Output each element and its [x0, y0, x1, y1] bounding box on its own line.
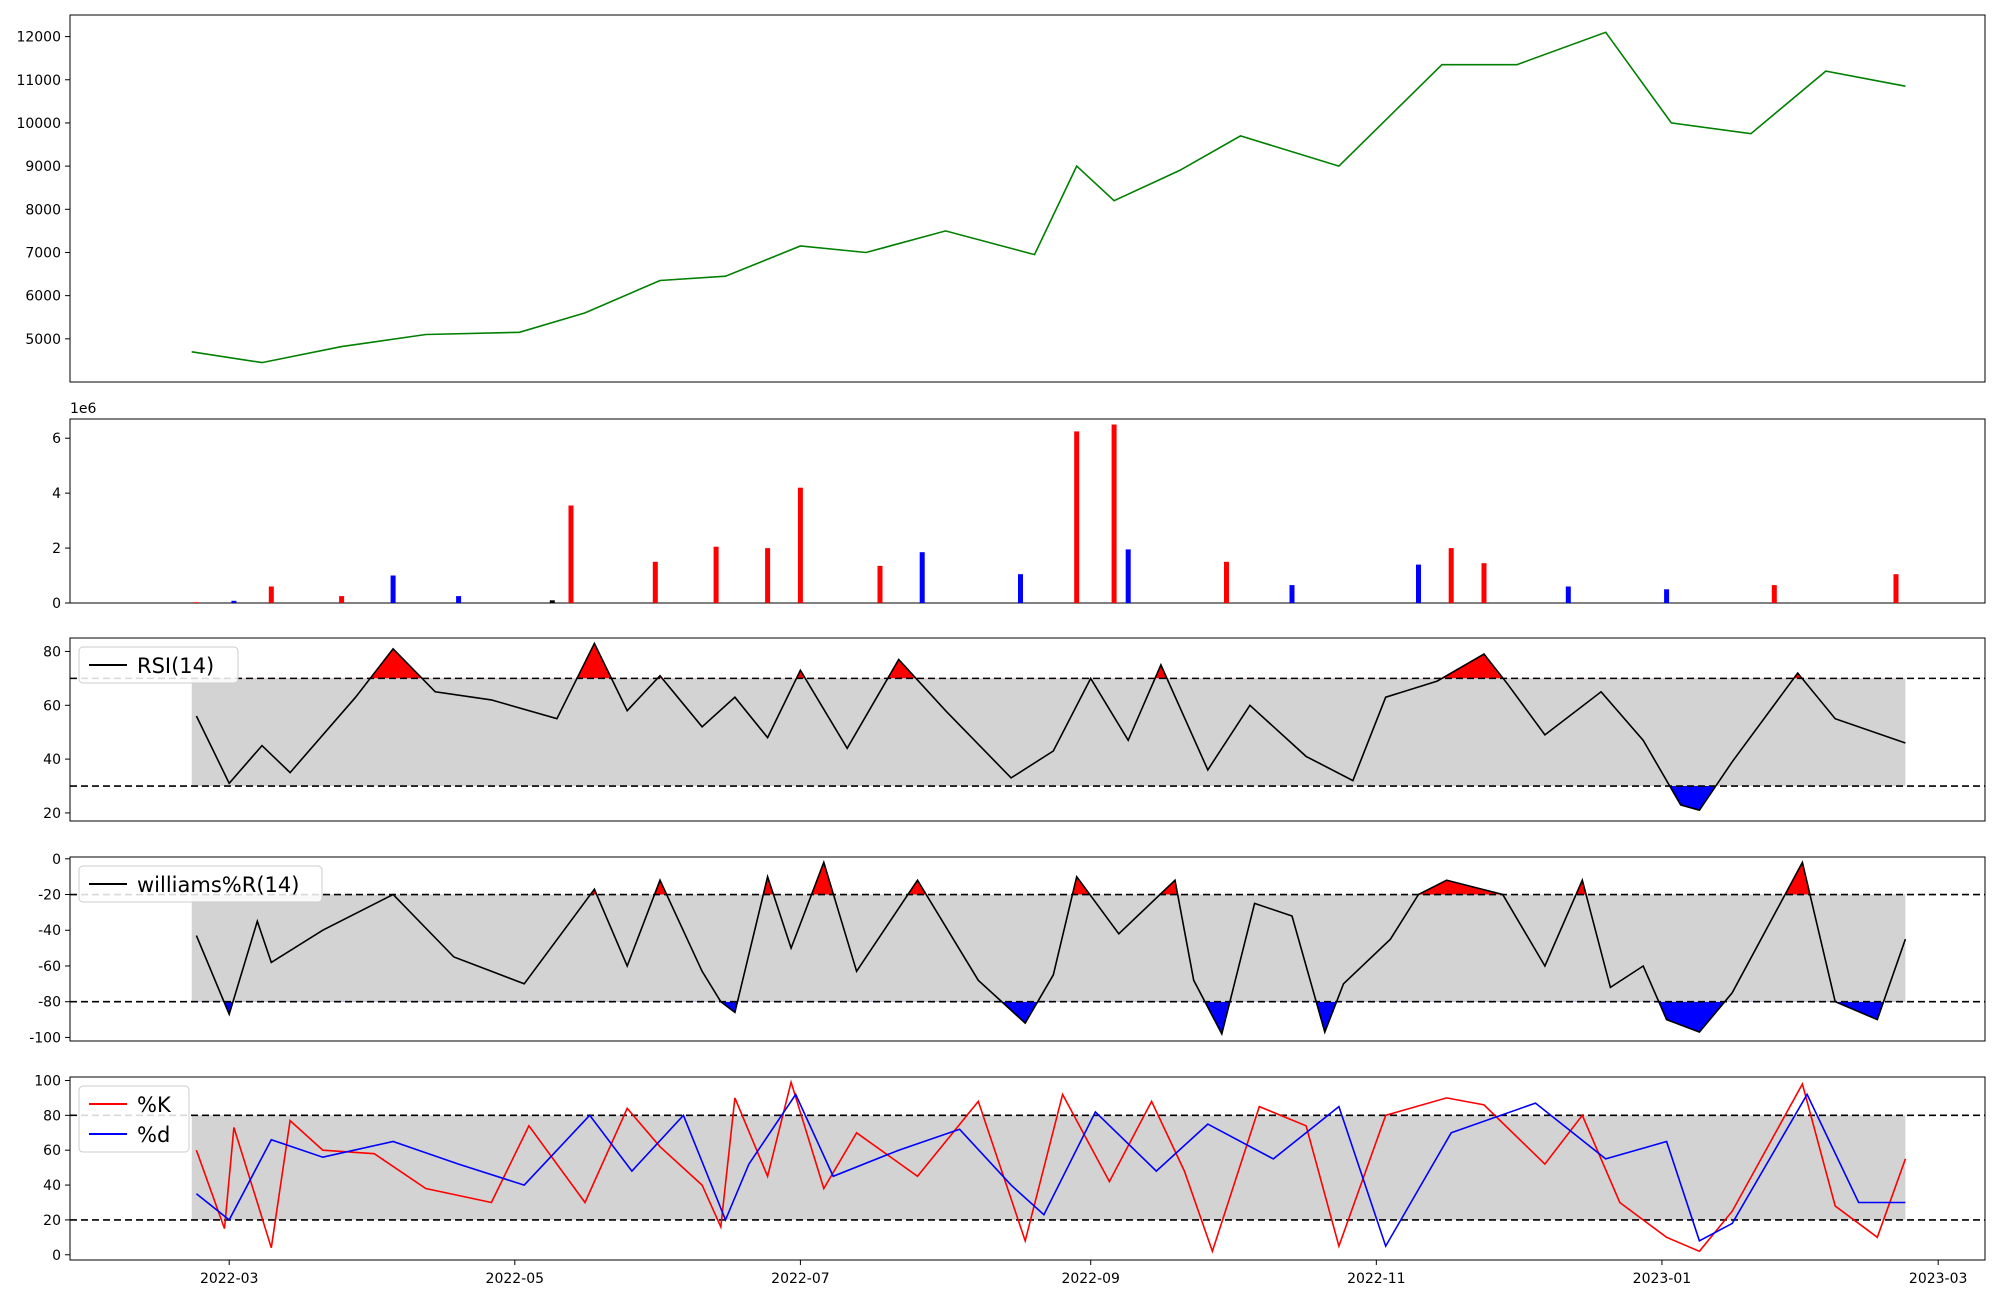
y-tick-label: 12000	[16, 30, 61, 46]
legend-label: RSI(14)	[137, 654, 214, 678]
volume-bar	[1074, 431, 1080, 603]
panel-0-y-axis: 5000 6000 7000 8000 9000 10000 11000 12000	[16, 30, 70, 348]
x-tick-label: 2022-07	[771, 1271, 830, 1287]
volume-bar	[1481, 563, 1487, 603]
volume-bar	[1771, 585, 1777, 603]
x-axis: 2022-03 2022-05 2022-07 2022-09 2022-11 2023-…	[200, 1260, 1967, 1287]
volume-bar	[1664, 589, 1670, 603]
y-tick-label: 60	[43, 698, 61, 714]
y-tick-label: 2	[52, 541, 61, 557]
panel-2-y-axis: 20 40 60 80	[43, 644, 70, 822]
y-tick-label: 11000	[16, 73, 61, 89]
y-tick-label: 60	[43, 1143, 61, 1159]
volume-bar	[268, 586, 274, 603]
volume-scale-label: 1e6	[70, 401, 97, 417]
volume-bar	[1224, 561, 1229, 603]
x-tick-label: 2022-05	[486, 1271, 545, 1287]
volume-bar	[1448, 548, 1454, 603]
y-tick-label: 20	[43, 1213, 61, 1229]
panel-3-y-axis: -100 -80 -60 -40 -20 0	[29, 852, 70, 1046]
volume-bar	[877, 565, 883, 603]
legend-box	[78, 646, 239, 684]
series-line-d	[195, 1092, 1906, 1249]
y-tick-label: 6000	[25, 289, 61, 305]
legend-box	[78, 865, 323, 903]
volume-bar	[193, 602, 199, 603]
volume-bar	[713, 546, 719, 603]
panel-2-frame	[69, 637, 1986, 822]
volume-bar	[549, 600, 555, 603]
volume-bar	[1125, 549, 1131, 603]
y-tick-label: -100	[29, 1030, 61, 1046]
y-tick-label: 7000	[25, 245, 61, 261]
y-tick-label: 9000	[25, 159, 61, 175]
y-tick-label: -60	[38, 959, 61, 975]
y-tick-label: 4	[52, 486, 61, 502]
y-tick-label: 100	[34, 1073, 61, 1089]
volume-bar	[919, 552, 925, 603]
panel-3-frame	[69, 856, 1986, 1042]
volume-bar	[568, 505, 574, 603]
legend: RSI(14)	[78, 646, 239, 684]
legend: %K %d	[78, 1085, 190, 1153]
y-tick-label: -20	[38, 888, 61, 904]
y-tick-label: 5000	[25, 332, 61, 348]
panel-1-y-axis: 0 2 4 6	[52, 431, 70, 612]
panel-4-y-axis: 0 20 40 60 80 100	[34, 1073, 70, 1264]
volume-bar	[652, 561, 658, 603]
y-tick-label: 6	[52, 431, 61, 447]
y-tick-label: 0	[52, 596, 61, 612]
y-tick-label: -80	[38, 995, 61, 1011]
volume-bar	[1018, 574, 1023, 603]
volume-bar	[1893, 574, 1899, 603]
panel-1-frame	[69, 418, 1986, 604]
legend-label: %K	[137, 1093, 172, 1117]
volume-bar	[765, 548, 771, 603]
y-tick-label: 10000	[16, 116, 61, 132]
indicator-line	[195, 859, 1907, 1037]
neutral-band	[191, 894, 1906, 1002]
y-tick-label: 80	[43, 644, 61, 660]
price-line	[191, 31, 1906, 364]
x-tick-label: 2023-03	[1909, 1271, 1968, 1287]
y-tick-label: 80	[43, 1108, 61, 1124]
volume-bars	[193, 424, 1899, 603]
x-tick-label: 2022-11	[1347, 1271, 1406, 1287]
series-line-k	[195, 1079, 1907, 1254]
volume-bar	[390, 575, 396, 603]
legend-label: williams%R(14)	[137, 873, 299, 897]
y-tick-label: 0	[52, 1248, 61, 1264]
y-tick-label: 40	[43, 1178, 61, 1194]
volume-bar	[231, 600, 237, 603]
panel-0-frame	[69, 14, 1986, 383]
volume-bar	[456, 596, 462, 603]
x-tick-label: 2022-09	[1061, 1271, 1120, 1287]
y-tick-label: 8000	[25, 202, 61, 218]
volume-bar	[1565, 586, 1571, 603]
legend: williams%R(14)	[78, 865, 323, 903]
legend-label: %d	[137, 1123, 170, 1147]
y-tick-label: 0	[52, 852, 61, 868]
volume-bar	[1111, 424, 1117, 603]
volume-bar	[797, 487, 803, 603]
panel-4-frame	[69, 1076, 1986, 1261]
y-tick-label: -40	[38, 923, 61, 939]
legend-box	[78, 1085, 190, 1153]
x-tick-label: 2022-03	[200, 1271, 259, 1287]
volume-bar	[1416, 564, 1421, 603]
y-tick-label: 40	[43, 752, 61, 768]
volume-bar	[1289, 585, 1295, 603]
volume-bar	[339, 596, 345, 603]
neutral-band	[191, 678, 1906, 787]
x-tick-label: 2023-01	[1633, 1271, 1692, 1287]
oversold-fill	[1669, 786, 1716, 811]
y-tick-label: 20	[43, 806, 61, 822]
indicator-line	[195, 641, 1906, 812]
